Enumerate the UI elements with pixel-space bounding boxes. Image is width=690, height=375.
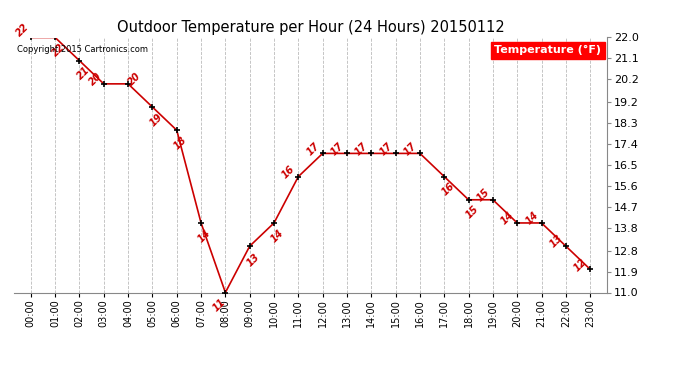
Text: 15: 15 (475, 187, 491, 204)
Text: 13: 13 (548, 233, 564, 250)
Text: 17: 17 (304, 141, 322, 157)
Text: 19: 19 (148, 111, 164, 128)
Text: 16: 16 (280, 164, 297, 180)
Text: 14: 14 (499, 210, 516, 226)
Text: 13: 13 (245, 252, 262, 268)
Text: 17: 17 (377, 141, 394, 157)
Text: 14: 14 (269, 227, 286, 244)
Text: 14: 14 (524, 210, 540, 226)
Text: 17: 17 (329, 141, 346, 157)
Text: 14: 14 (197, 227, 213, 244)
Text: 12: 12 (572, 256, 589, 273)
Text: 22: 22 (14, 22, 30, 39)
Text: 22: 22 (50, 42, 67, 58)
Text: 11: 11 (211, 297, 228, 314)
Title: Outdoor Temperature per Hour (24 Hours) 20150112: Outdoor Temperature per Hour (24 Hours) … (117, 20, 504, 35)
Text: 17: 17 (402, 141, 419, 157)
Text: 18: 18 (172, 135, 188, 151)
Text: 21: 21 (75, 65, 91, 82)
Text: 15: 15 (464, 204, 480, 221)
Text: 16: 16 (440, 181, 456, 198)
Text: 17: 17 (353, 141, 370, 157)
Text: 20: 20 (87, 71, 104, 87)
Text: Temperature (°F): Temperature (°F) (494, 45, 601, 55)
Text: Copyright 2015 Cartronics.com: Copyright 2015 Cartronics.com (17, 45, 148, 54)
Text: 20: 20 (126, 71, 143, 87)
